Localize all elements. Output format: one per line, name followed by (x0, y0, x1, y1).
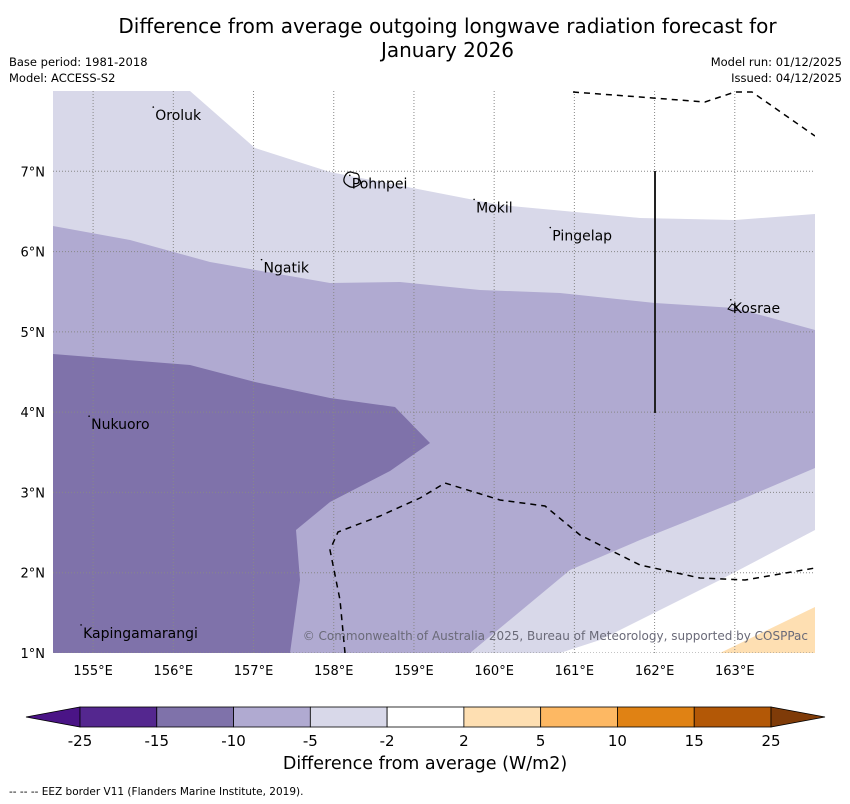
colorbar-tick-label: -25 (68, 732, 93, 750)
region-2-to-5 (720, 607, 815, 653)
lat-tick-label: 1°N (21, 647, 46, 662)
lat-tick-label: 6°N (21, 246, 46, 261)
colorbar-tick-label: 15 (685, 732, 704, 750)
lon-tick-label: 163°E (715, 664, 755, 679)
place-marker (348, 174, 351, 177)
colorbar-segment (156, 706, 234, 728)
lat-tick-label: 4°N (21, 406, 46, 421)
lon-tick-label: 160°E (474, 664, 514, 679)
base-period: Base period: 1981-2018 (9, 55, 148, 69)
lat-tick-label: 7°N (21, 165, 46, 180)
eez-border-north (572, 91, 815, 137)
lat-tick-label: 3°N (21, 486, 46, 501)
place-marker (473, 198, 475, 201)
lon-tick-label: 162°E (635, 664, 675, 679)
meta-left: Base period: 1981-2018 Model: ACCESS-S2 (9, 54, 148, 86)
lon-tick-label: 156°E (154, 664, 194, 679)
region-minus15-to-minus10 (53, 354, 430, 653)
colorbar-tick-label: 2 (459, 732, 469, 750)
colorbar-tick-label: -2 (380, 732, 395, 750)
colorbar-segment (617, 706, 695, 728)
place-label-kapingamarangi: Kapingamarangi (83, 626, 198, 642)
map-title: Difference from average outgoing longwav… (0, 14, 850, 62)
colorbar-segment (386, 706, 465, 728)
lat-tick-label: 5°N (21, 326, 46, 341)
place-label-ngatik: Ngatik (264, 261, 310, 277)
lon-tick-label: 159°E (394, 664, 434, 679)
place-label-kosrae: Kosrae (733, 301, 780, 317)
copyright-notice: © Commonwealth of Australia 2025, Bureau… (303, 629, 808, 643)
lon-tick-label: 155°E (73, 664, 113, 679)
place-marker (260, 258, 263, 261)
lon-tick-label: 161°E (555, 664, 595, 679)
issued-date: Issued: 04/12/2025 (731, 71, 842, 85)
title-line-1: Difference from average outgoing longwav… (118, 14, 777, 38)
place-marker (80, 624, 82, 626)
place-marker (729, 298, 732, 301)
kosrae-island-outline (727, 303, 739, 312)
lat-tick-label: 2°N (21, 567, 46, 582)
colorbar-tick-label: -5 (303, 732, 318, 750)
model-run: Model run: 01/12/2025 (710, 55, 842, 69)
colorbar-tick-label: 25 (761, 732, 780, 750)
colorbar-extend-high (770, 706, 826, 728)
model-name: Model: ACCESS-S2 (9, 71, 116, 85)
colorbar-tick-label: -15 (145, 732, 170, 750)
place-label-oroluk: Oroluk (155, 108, 202, 124)
colorbar-segment (463, 706, 542, 728)
colorbar-segment (79, 706, 158, 728)
colorbar-segment (540, 706, 618, 728)
colorbar-title: Difference from average (W/m2) (282, 754, 568, 774)
place-label-pohnpei: Pohnpei (352, 176, 408, 192)
colorbar-segment (693, 706, 772, 728)
meta-right: Model run: 01/12/2025 Issued: 04/12/2025 (711, 54, 842, 86)
place-marker (88, 415, 90, 417)
colorbar-tick-label: 10 (608, 732, 627, 750)
place-marker (152, 106, 155, 108)
colorbar-tick-label: 5 (536, 732, 546, 750)
eez-border-south (329, 482, 815, 653)
lon-tick-label: 158°E (314, 664, 354, 679)
place-marker (549, 226, 552, 229)
colorbar-extend-low (25, 706, 81, 728)
colorbar-segment (233, 706, 311, 728)
lon-tick-label: 157°E (234, 664, 274, 679)
colorbar-segment (309, 706, 388, 728)
colorbar-tick-label: -10 (221, 732, 246, 750)
place-label-nukuoro: Nukuoro (91, 417, 149, 433)
pohnpei-island-outline (343, 171, 362, 188)
place-label-mokil: Mokil (476, 200, 513, 216)
eez-legend-note: -- -- -- EEZ border V11 (Flanders Marine… (9, 786, 304, 798)
place-label-pingelap: Pingelap (552, 229, 612, 245)
title-line-2: January 2026 (380, 38, 515, 62)
